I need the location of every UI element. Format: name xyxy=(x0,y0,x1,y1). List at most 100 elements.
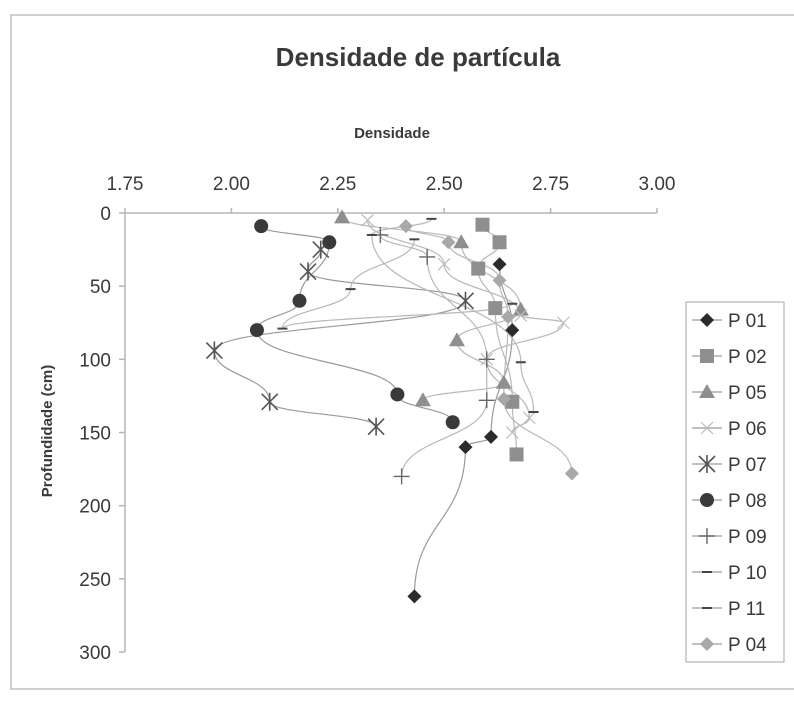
data-point xyxy=(456,291,475,310)
data-point xyxy=(475,217,490,232)
x-tick-label: 2.00 xyxy=(213,174,250,195)
series-markers-group xyxy=(277,238,518,330)
data-point xyxy=(254,219,269,234)
y-tick-label: 0 xyxy=(100,204,111,225)
legend-entry: P 08 xyxy=(692,491,767,512)
legend-label: P 07 xyxy=(728,455,767,476)
legend-entry: P 10 xyxy=(692,563,767,584)
legend-label: P 01 xyxy=(728,311,767,332)
data-point xyxy=(361,213,375,227)
series-line xyxy=(371,218,535,413)
data-point xyxy=(700,637,714,651)
data-point xyxy=(205,341,223,360)
series-markers xyxy=(205,209,579,604)
legend: P 01 P 02 P 05 P 06 P 07 P 08 P 09 P 10 P 11 P 04 xyxy=(685,301,785,663)
data-point xyxy=(445,415,460,430)
legend-entry: P 06 xyxy=(692,419,767,440)
legend-entry: P 02 xyxy=(692,347,767,368)
data-point xyxy=(492,235,507,250)
legend-entry: P 04 xyxy=(692,635,767,656)
series-markers-group xyxy=(407,257,520,604)
y-axis-label: Profundidade (cm) xyxy=(39,365,56,498)
data-point xyxy=(478,351,495,368)
y-tick-label: 100 xyxy=(79,350,111,371)
data-point xyxy=(453,234,470,249)
data-point xyxy=(437,257,451,271)
series-markers-group xyxy=(205,240,475,436)
series-markers-group xyxy=(366,217,539,414)
data-point xyxy=(292,293,307,308)
data-point xyxy=(495,374,512,389)
data-point xyxy=(522,411,536,425)
series-markers-group xyxy=(361,213,570,439)
data-point xyxy=(505,323,520,338)
legend-label: P 05 xyxy=(728,383,767,404)
data-point xyxy=(492,257,507,272)
data-point xyxy=(419,248,436,265)
legend-label: P 06 xyxy=(728,419,767,440)
y-tick-label: 50 xyxy=(90,277,111,298)
series-line xyxy=(281,239,513,330)
series-markers-group xyxy=(334,209,529,407)
data-point xyxy=(488,301,503,316)
x-tick-label: 2.50 xyxy=(426,174,463,195)
x-tick-label: 1.75 xyxy=(107,174,144,195)
data-point xyxy=(441,235,456,250)
y-tick-label: 200 xyxy=(79,497,111,518)
legend-label: P 09 xyxy=(728,527,767,548)
data-point xyxy=(564,466,579,481)
data-point xyxy=(492,273,507,288)
data-point xyxy=(407,589,422,604)
data-point xyxy=(299,262,317,281)
data-point xyxy=(261,392,279,411)
data-point xyxy=(698,455,716,473)
data-point xyxy=(514,309,528,322)
chart-frame xyxy=(10,14,794,690)
legend-label: P 04 xyxy=(728,635,767,656)
legend-entry: P 09 xyxy=(692,527,767,548)
data-point xyxy=(496,391,511,406)
y-tick-label: 300 xyxy=(79,643,111,664)
data-point xyxy=(699,384,715,398)
data-point xyxy=(334,209,351,224)
data-point xyxy=(390,387,405,402)
legend-entry: P 07 xyxy=(692,455,767,476)
data-point xyxy=(556,316,570,330)
data-point xyxy=(414,392,431,407)
data-point xyxy=(501,309,516,324)
data-point xyxy=(478,392,495,409)
data-point xyxy=(699,528,715,544)
data-point xyxy=(322,235,337,250)
legend-label: P 02 xyxy=(728,347,767,368)
data-point xyxy=(700,493,714,507)
series-line xyxy=(379,234,488,477)
axes: 1.75 2.00 2.25 2.50 2.75 3.00 0 50 100 150 200 250 3… xyxy=(79,174,675,664)
x-tick-label: 2.75 xyxy=(532,174,569,195)
series-line xyxy=(477,224,518,455)
data-point xyxy=(700,349,714,363)
data-point xyxy=(700,421,714,435)
legend-entry: P 05 xyxy=(692,383,767,404)
legend-entry: P 11 xyxy=(692,599,765,620)
y-tick-label: 150 xyxy=(79,424,111,445)
data-point xyxy=(471,261,486,276)
legend-label: P 11 xyxy=(728,599,765,620)
series-line xyxy=(213,249,467,427)
series-markers-group xyxy=(398,219,579,481)
data-point xyxy=(398,219,413,234)
data-point xyxy=(509,447,524,462)
data-point xyxy=(700,313,714,327)
chart-title: Densidade de partícula xyxy=(276,42,561,72)
data-point xyxy=(458,440,473,455)
x-axis-label: Densidade xyxy=(354,125,430,142)
data-point xyxy=(448,332,465,347)
data-point xyxy=(249,323,264,338)
legend-label: P 08 xyxy=(728,491,767,512)
x-tick-label: 3.00 xyxy=(639,174,676,195)
legend-entry: P 01 xyxy=(692,311,767,332)
series-markers-group xyxy=(249,219,460,430)
y-tick-label: 250 xyxy=(79,570,111,591)
legend-label: P 10 xyxy=(728,563,767,584)
data-point xyxy=(393,468,410,485)
